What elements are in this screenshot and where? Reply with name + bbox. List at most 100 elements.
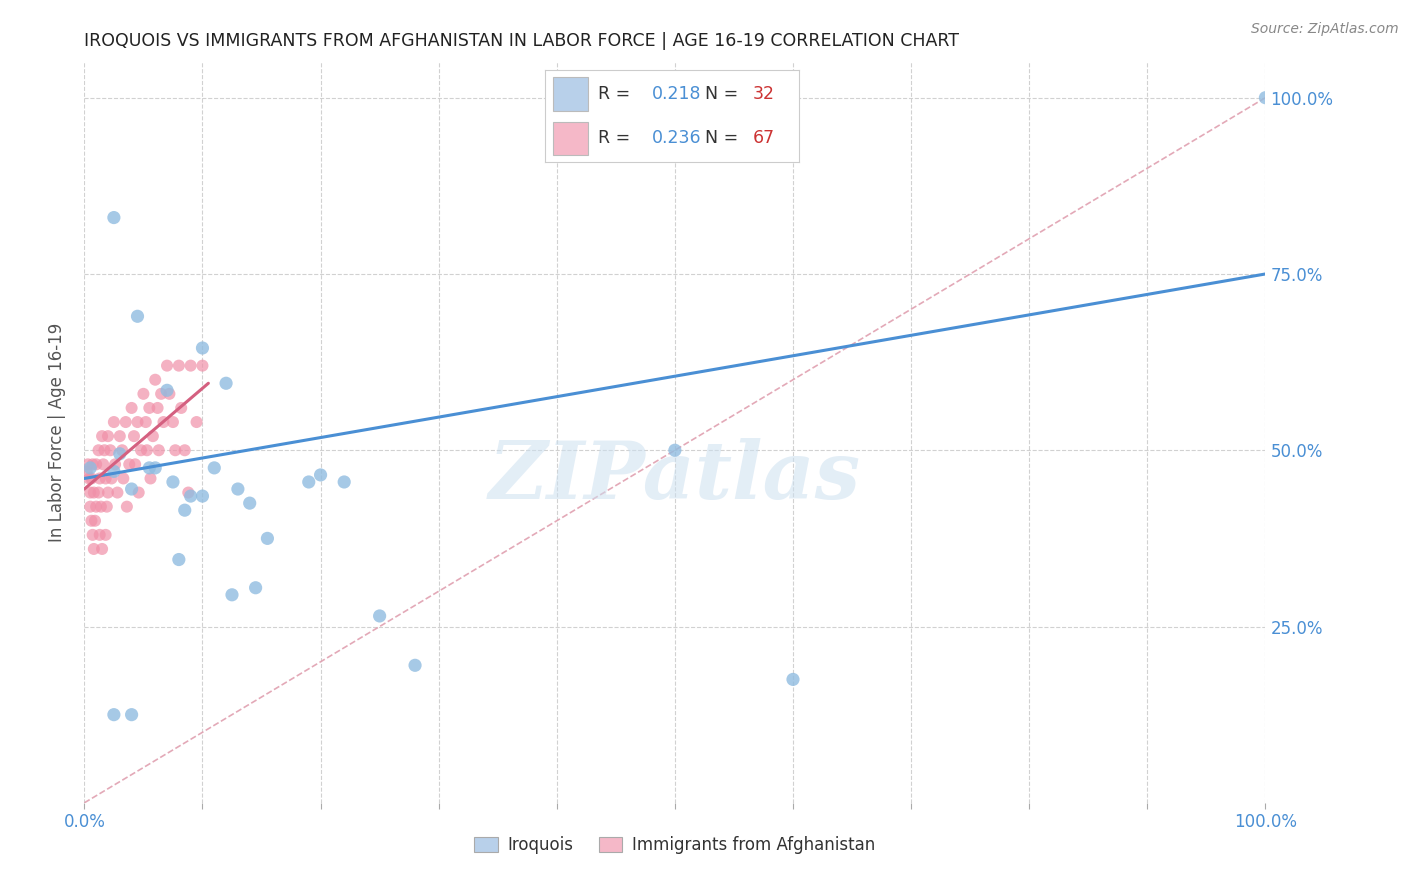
Point — [103, 211, 125, 225]
Point — [79, 461, 101, 475]
Point — [96, 500, 118, 514]
Point — [107, 485, 129, 500]
Point — [136, 443, 159, 458]
Point — [256, 532, 278, 546]
Point — [103, 464, 125, 478]
Point — [100, 471, 122, 485]
Point — [177, 485, 200, 500]
Point — [167, 359, 190, 373]
Point — [114, 415, 136, 429]
Point — [115, 500, 138, 514]
Point — [156, 359, 179, 373]
Point — [84, 458, 107, 472]
Point — [91, 458, 114, 472]
Point — [79, 485, 101, 500]
Point — [142, 429, 165, 443]
Point — [94, 471, 117, 485]
Point — [122, 429, 145, 443]
Point — [98, 443, 121, 458]
Point — [89, 471, 111, 485]
Point — [82, 458, 104, 472]
Point — [239, 496, 262, 510]
Point — [108, 429, 131, 443]
Point — [157, 387, 180, 401]
Point — [298, 475, 321, 489]
Point — [77, 471, 100, 485]
Point — [664, 443, 686, 458]
Point — [121, 482, 143, 496]
Point — [82, 528, 104, 542]
Point — [127, 310, 149, 324]
Point — [138, 401, 160, 415]
Text: IROQUOIS VS IMMIGRANTS FROM AFGHANISTAN IN LABOR FORCE | AGE 16-19 CORRELATION C: IROQUOIS VS IMMIGRANTS FROM AFGHANISTAN … — [84, 32, 959, 50]
Point — [103, 415, 125, 429]
Point — [118, 458, 141, 472]
Point — [162, 415, 184, 429]
Point — [90, 500, 112, 514]
Point — [165, 443, 187, 458]
Point — [202, 461, 225, 475]
Text: Source: ZipAtlas.com: Source: ZipAtlas.com — [1251, 22, 1399, 37]
Point — [226, 482, 249, 496]
Point — [139, 471, 162, 485]
Point — [186, 415, 208, 429]
Point — [368, 609, 391, 624]
Point — [83, 485, 105, 500]
Point — [162, 475, 184, 489]
Point — [84, 500, 107, 514]
Point — [87, 485, 110, 500]
Point — [135, 415, 157, 429]
Point — [143, 373, 166, 387]
Point — [97, 429, 120, 443]
Point — [173, 503, 195, 517]
Point — [156, 384, 179, 398]
Point — [108, 447, 131, 461]
Point — [84, 514, 107, 528]
Point — [191, 341, 214, 355]
Point — [112, 471, 135, 485]
Point — [128, 485, 150, 500]
Point — [83, 541, 105, 556]
Point — [404, 658, 426, 673]
Point — [191, 359, 214, 373]
Point — [129, 443, 152, 458]
Point — [138, 461, 160, 475]
Point — [143, 461, 166, 475]
Point — [87, 443, 110, 458]
Point — [103, 707, 125, 722]
Point — [93, 443, 115, 458]
Point — [121, 707, 143, 722]
Point — [132, 387, 155, 401]
Legend: Iroquois, Immigrants from Afghanistan: Iroquois, Immigrants from Afghanistan — [468, 830, 882, 861]
Point — [89, 528, 111, 542]
Point — [170, 401, 193, 415]
Point — [221, 588, 243, 602]
Point — [127, 415, 149, 429]
Point — [111, 443, 134, 458]
Point — [121, 401, 143, 415]
Point — [215, 376, 238, 391]
Point — [309, 467, 332, 482]
Point — [104, 458, 127, 472]
Point — [80, 514, 103, 528]
Point — [91, 429, 114, 443]
Point — [77, 458, 100, 472]
Point — [191, 489, 214, 503]
Point — [80, 471, 103, 485]
Y-axis label: In Labor Force | Age 16-19: In Labor Force | Age 16-19 — [48, 323, 66, 542]
Point — [124, 458, 146, 472]
Point — [173, 443, 195, 458]
Point — [167, 552, 190, 566]
Point — [79, 500, 101, 514]
Point — [76, 464, 98, 478]
Point — [97, 485, 120, 500]
Point — [333, 475, 356, 489]
Point — [150, 387, 173, 401]
Point — [152, 415, 174, 429]
Point — [180, 489, 202, 503]
Point — [146, 401, 169, 415]
Point — [1254, 91, 1277, 105]
Point — [94, 528, 117, 542]
Point — [245, 581, 267, 595]
Point — [91, 541, 114, 556]
